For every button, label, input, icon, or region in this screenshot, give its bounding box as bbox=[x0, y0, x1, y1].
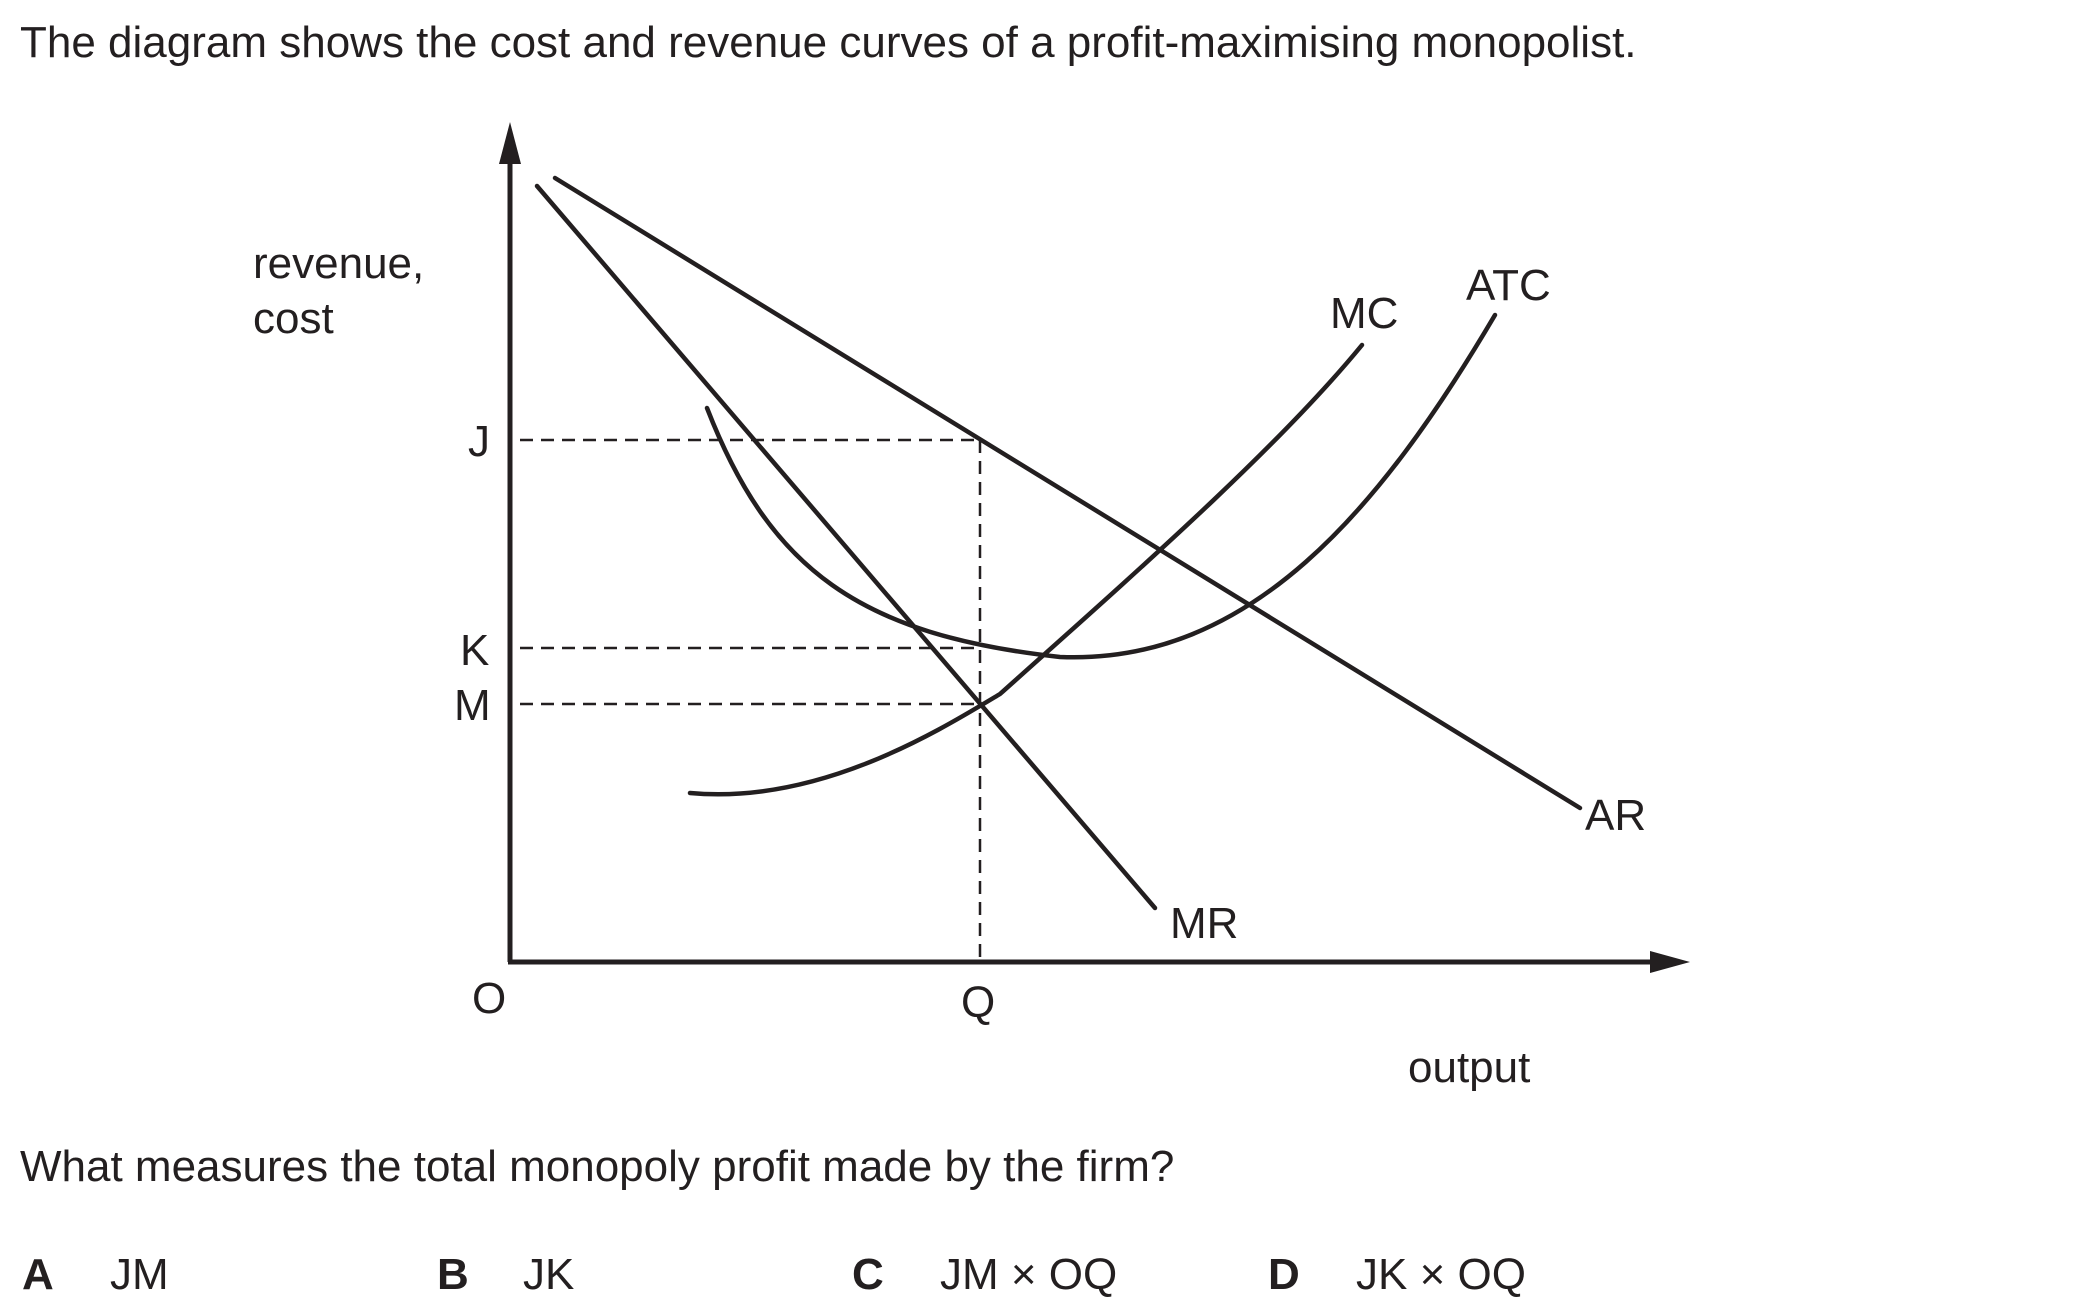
option-c[interactable]: C JM × OQ bbox=[852, 1250, 1117, 1300]
option-c-text: JM × OQ bbox=[940, 1250, 1118, 1299]
mc-curve bbox=[687, 342, 1365, 797]
ar-label: AR bbox=[1585, 791, 1646, 840]
option-d-text: JK × OQ bbox=[1356, 1250, 1526, 1299]
intro-text: The diagram shows the cost and revenue c… bbox=[20, 18, 1637, 67]
origin-label: O bbox=[472, 974, 506, 1023]
mr-curve bbox=[534, 183, 1158, 911]
price-label-j: J bbox=[468, 417, 490, 466]
option-c-letter: C bbox=[852, 1250, 884, 1299]
x-axis-arrow bbox=[1650, 951, 1690, 973]
option-b-text: JK bbox=[523, 1250, 575, 1299]
question-text: What measures the total monopoly profit … bbox=[20, 1142, 1175, 1191]
atc-curve bbox=[704, 312, 1498, 660]
option-a-letter: A bbox=[22, 1250, 54, 1299]
option-b[interactable]: B JK bbox=[437, 1250, 574, 1300]
ar-curve bbox=[552, 175, 1583, 811]
price-label-m: M bbox=[454, 681, 491, 730]
mc-label: MC bbox=[1330, 289, 1398, 338]
y-axis-label-line1: revenue, bbox=[253, 239, 424, 288]
atc-label: ATC bbox=[1466, 261, 1551, 310]
y-axis-arrow bbox=[499, 122, 521, 164]
x-axis-label: output bbox=[1408, 1043, 1530, 1092]
option-d-letter: D bbox=[1268, 1250, 1300, 1299]
quantity-label: Q bbox=[961, 978, 995, 1027]
option-a[interactable]: A JM bbox=[22, 1250, 169, 1300]
option-a-text: JM bbox=[110, 1250, 169, 1299]
price-label-k: K bbox=[460, 626, 489, 675]
y-axis-label-line2: cost bbox=[253, 294, 334, 343]
mr-label: MR bbox=[1170, 899, 1238, 948]
option-b-letter: B bbox=[437, 1250, 469, 1299]
option-d[interactable]: D JK × OQ bbox=[1268, 1250, 1526, 1300]
